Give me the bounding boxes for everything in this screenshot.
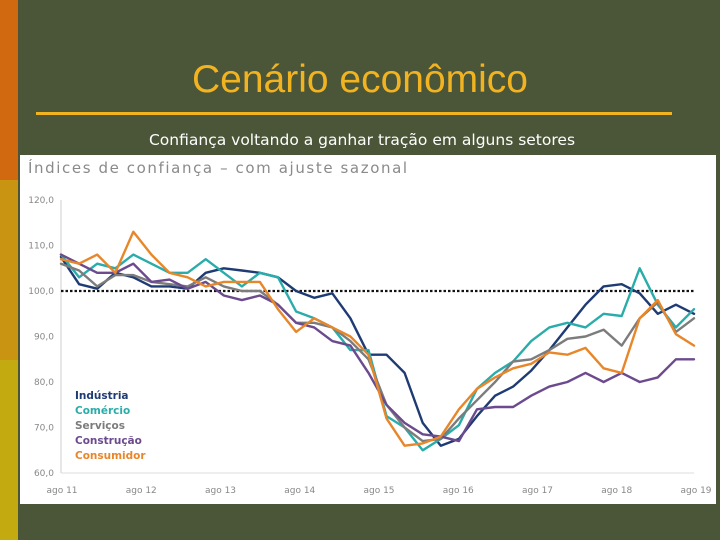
- x-tick-label: ago 12: [126, 486, 157, 496]
- x-tick-label: ago 11: [46, 486, 77, 496]
- legend-entry: Comércio: [75, 405, 130, 417]
- series-line-servicos: [59, 262, 696, 443]
- x-tick-label: ago 15: [363, 486, 394, 496]
- x-tick-label: ago 14: [284, 486, 315, 496]
- y-tick-label: 100,0: [28, 287, 54, 297]
- chart-title: Índices de confiança – com ajuste sazona…: [28, 159, 409, 177]
- y-tick-label: 70,0: [34, 424, 54, 434]
- title-underline: [36, 112, 672, 115]
- legend-entry: Consumidor: [75, 450, 146, 462]
- x-tick-label: ago 19: [680, 486, 711, 496]
- slide-title: Cenário econômico: [191, 58, 528, 101]
- series-line-consumidor: [59, 230, 696, 447]
- series-line-comercio: [59, 253, 696, 452]
- x-tick-label: ago 13: [205, 486, 236, 496]
- y-tick-label: 110,0: [28, 242, 54, 252]
- y-tick-label: 80,0: [34, 378, 54, 388]
- chart-panel: [20, 155, 716, 504]
- legend-entry: Serviços: [75, 420, 125, 432]
- legend-entry: Indústria: [75, 390, 129, 402]
- y-tick-label: 90,0: [34, 333, 54, 343]
- x-tick-label: ago 18: [601, 486, 632, 496]
- side-strip-bottom: [0, 360, 18, 540]
- y-tick-label: 120,0: [28, 196, 54, 206]
- line-chart: 120,0 110,0 100,0 90,0 80,0 70,0 60,0 ago 11 ago…: [28, 196, 712, 496]
- y-tick-label: 60,0: [34, 469, 54, 479]
- series-line-industria: [59, 255, 696, 447]
- x-tick-label: ago 16: [443, 486, 474, 496]
- slide-subtitle: Confiança voltando a ganhar tração em al…: [148, 131, 576, 149]
- legend-entry: Construção: [75, 435, 142, 447]
- x-tick-label: ago 17: [522, 486, 553, 496]
- side-strip-top: [0, 0, 18, 180]
- side-strip-middle: [0, 180, 18, 360]
